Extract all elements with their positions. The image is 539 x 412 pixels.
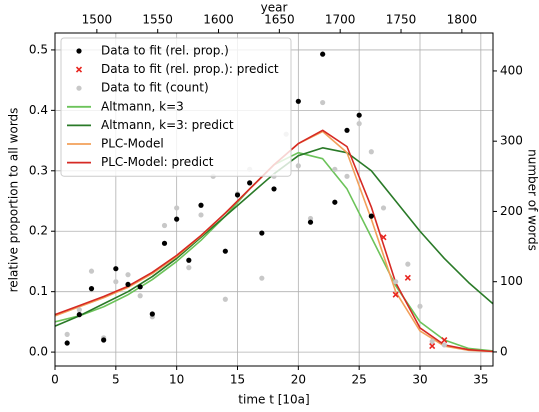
x2-tick-label: 1550 <box>142 13 173 27</box>
data-point <box>88 286 95 292</box>
data-point <box>198 202 204 208</box>
data-point <box>222 296 228 302</box>
x-tick-label: 35 <box>473 373 488 387</box>
x2-tick-label: 1650 <box>264 13 295 27</box>
plot-frame <box>54 32 494 367</box>
data-point <box>174 216 180 222</box>
legend-swatch <box>76 48 82 54</box>
data-point <box>125 272 131 278</box>
data-point <box>320 99 326 106</box>
data-point <box>392 291 399 298</box>
x2-tick-label: 1600 <box>203 13 234 27</box>
x-tick-label: 5 <box>112 373 120 387</box>
data-point <box>234 192 241 198</box>
data-point <box>295 98 301 104</box>
data-point <box>429 338 435 345</box>
data-point <box>344 173 350 179</box>
data-point <box>125 281 131 288</box>
x2-tick-label: 1500 <box>82 13 113 27</box>
legend-label: Altmann, k=3: predict <box>101 118 234 132</box>
data-point <box>64 340 70 346</box>
x-tick-label: 25 <box>352 373 367 387</box>
legend-label: Altmann, k=3 <box>101 99 184 113</box>
legend-label: PLC-Model <box>101 137 164 151</box>
data-point <box>88 268 95 274</box>
x-tick-label: 20 <box>291 373 306 387</box>
data-point <box>356 121 362 127</box>
line-series <box>55 151 493 352</box>
x2-label: year <box>261 1 288 15</box>
y2-tick-label: 100 <box>500 274 523 288</box>
legend-swatch <box>75 66 83 73</box>
x2-tick-label: 1750 <box>386 13 417 27</box>
data-point <box>380 234 387 241</box>
data-point <box>368 213 374 219</box>
data-point <box>417 303 423 309</box>
y-tick-label: 0.2 <box>29 224 48 238</box>
data-point <box>307 215 314 222</box>
x-label: time t [10a] <box>238 393 309 407</box>
data-point <box>404 274 411 281</box>
data-point <box>295 163 301 169</box>
x-tick-label: 30 <box>412 373 427 387</box>
data-point <box>393 279 399 285</box>
data-point <box>161 222 168 229</box>
data-point <box>441 336 448 344</box>
legend-label: PLC-Model: predict <box>101 155 214 169</box>
data-point <box>222 248 228 254</box>
legend-label: Data to fit (rel. prop.) <box>101 44 229 58</box>
data-point <box>161 240 168 246</box>
data-point <box>259 230 265 236</box>
y-tick-label: 0.1 <box>29 284 48 298</box>
data-point <box>101 337 107 343</box>
legend-label: Data to fit (count) <box>101 81 209 95</box>
x2-tick-label: 1800 <box>447 13 478 27</box>
x-tick-label: 10 <box>169 373 184 387</box>
data-point <box>320 51 326 57</box>
data-point <box>271 186 277 192</box>
data-point <box>113 279 119 285</box>
data-point <box>344 127 350 133</box>
legend-swatch <box>76 85 82 91</box>
data-point <box>405 261 411 267</box>
data-point <box>332 199 338 205</box>
data-point <box>76 307 82 313</box>
legend-box <box>60 37 292 177</box>
data-point <box>113 266 119 272</box>
data-point <box>137 284 143 290</box>
data-point <box>259 275 265 281</box>
y-label: relative proportion to all words <box>7 108 21 293</box>
data-point <box>186 265 192 271</box>
y-tick-label: 0.5 <box>29 42 48 56</box>
y2-label: number of words <box>526 149 539 251</box>
data-point <box>441 342 447 348</box>
data-point <box>76 312 82 318</box>
y2-tick-label: 400 <box>500 63 523 77</box>
y2-tick-label: 300 <box>500 134 523 148</box>
y-tick-label: 0.3 <box>29 163 48 177</box>
data-point <box>137 293 143 299</box>
data-point <box>64 331 70 337</box>
y-tick-label: 0.0 <box>29 345 48 359</box>
y2-tick-label: 200 <box>500 204 523 218</box>
data-point <box>174 205 180 211</box>
data-point <box>198 212 204 218</box>
data-point <box>149 311 155 317</box>
data-point <box>307 219 314 225</box>
y-tick-label: 0.4 <box>29 103 48 117</box>
data-point <box>247 180 253 186</box>
x-tick-label: 15 <box>230 373 245 387</box>
data-point <box>368 149 374 155</box>
x2-tick-label: 1700 <box>325 13 356 27</box>
data-point <box>186 257 192 263</box>
data-point <box>380 205 387 211</box>
data-point <box>356 112 362 118</box>
x-tick-label: 0 <box>51 373 59 387</box>
data-point <box>429 342 436 350</box>
data-point <box>332 166 338 172</box>
y2-tick-label: 0 <box>500 344 508 358</box>
legend-label: Data to fit (rel. prop.): predict <box>101 62 279 76</box>
